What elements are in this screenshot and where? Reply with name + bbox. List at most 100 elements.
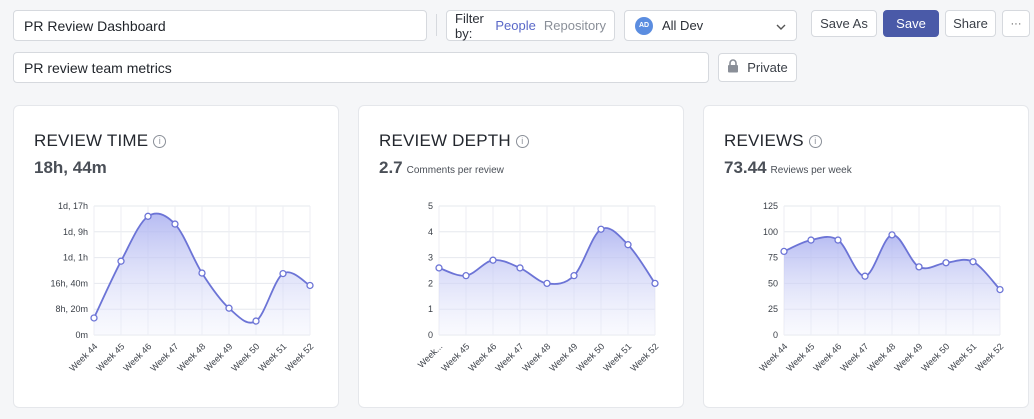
data-point [915, 263, 923, 271]
data-point [996, 285, 1004, 294]
data-point [516, 264, 524, 272]
save-button[interactable]: Save [883, 10, 939, 37]
review-depth-card: REVIEW DEPTH i 2.7 Comments per review 0 1 2… [358, 105, 684, 408]
x-tick-label: Week 49 [202, 341, 234, 373]
data-point [888, 231, 896, 239]
lock-icon [727, 59, 739, 76]
toolbar-divider [436, 14, 437, 36]
y-tick-label: 1d, 9h [63, 227, 88, 237]
save-as-button[interactable]: Save As [811, 10, 877, 37]
filter-by-control: Filter by: People Repository [446, 10, 615, 41]
team-select[interactable]: AD All Dev [624, 10, 797, 41]
data-point [651, 279, 659, 288]
card-title: REVIEW DEPTH [379, 131, 511, 150]
team-select-value: All Dev [662, 18, 704, 33]
x-tick-label: Week 47 [148, 341, 180, 373]
area-fill [784, 234, 1000, 335]
y-tick-label: 75 [768, 253, 778, 263]
data-point [834, 236, 842, 244]
y-tick-label: 125 [763, 201, 778, 211]
dashboard-description-value: PR review team metrics [24, 59, 172, 76]
filter-by-label: Filter by: [455, 10, 484, 41]
data-point [225, 304, 233, 312]
card-title: REVIEW TIME [34, 131, 149, 150]
data-point [462, 272, 470, 280]
x-tick-label: Week 51 [601, 341, 633, 373]
x-tick-label: Week 49 [892, 341, 924, 373]
x-tick-label: Week 52 [628, 341, 660, 373]
data-point [90, 314, 98, 322]
y-tick-label: 0 [773, 330, 778, 340]
x-tick-label: Week 46 [121, 341, 153, 373]
y-tick-label: 100 [763, 227, 778, 237]
x-tick-label: Week 51 [256, 341, 288, 373]
review-time-card: REVIEW TIME i 18h, 44m 0m 8h, 20m 16h, 40m 1… [13, 105, 339, 408]
y-tick-label: 1d, 17h [58, 201, 88, 211]
filter-option-people[interactable]: People [495, 18, 536, 33]
card-title-wrap: REVIEW TIME i [34, 131, 167, 151]
y-tick-label: 25 [768, 304, 778, 314]
x-tick-label: Week 45 [94, 341, 126, 373]
data-point [144, 212, 152, 220]
review-time-chart: 0m 8h, 20m 16h, 40m 1d, 1h 1d, 9h 1d, 17h Week… [50, 201, 315, 373]
data-point [942, 259, 950, 267]
x-tick-label: Week 48 [175, 341, 207, 373]
y-tick-label: 4 [428, 227, 433, 237]
card-title-wrap: REVIEWS i [724, 131, 822, 151]
y-tick-label: 1d, 1h [63, 253, 88, 263]
y-tick-label: 1 [428, 304, 433, 314]
info-icon[interactable]: i [808, 134, 822, 148]
y-tick-label: 0m [75, 330, 88, 340]
x-tick-label: Week 52 [283, 341, 315, 373]
data-point [171, 220, 179, 228]
filter-option-repository[interactable]: Repository [543, 18, 606, 33]
x-tick-label: Week 45 [784, 341, 816, 373]
card-title-wrap: REVIEW DEPTH i [379, 131, 529, 151]
y-tick-label: 16h, 40m [50, 278, 88, 288]
x-tick-label: Week 52 [973, 341, 1005, 373]
reviews-card: REVIEWS i 73.44 Reviews per week 0 25 50 75 10… [703, 105, 1029, 408]
card-metric: 2.7 [379, 158, 403, 177]
data-point [489, 256, 497, 264]
privacy-button[interactable]: Private [718, 53, 797, 82]
x-tick-label: Week 45 [439, 341, 471, 373]
chevron-down-icon [776, 18, 786, 33]
y-tick-label: 2 [428, 278, 433, 288]
card-title: REVIEWS [724, 131, 804, 150]
info-icon[interactable]: i [515, 134, 529, 148]
data-point [570, 272, 578, 280]
x-tick-label: Week 51 [946, 341, 978, 373]
data-point [780, 247, 788, 256]
card-metric: 18h, 44m [34, 158, 107, 177]
data-point [597, 225, 605, 233]
dashboard-title-input[interactable]: PR Review Dashboard [13, 10, 427, 41]
x-tick-label: Week 44 [67, 341, 99, 373]
y-tick-label: 3 [428, 253, 433, 263]
y-tick-label: 8h, 20m [55, 304, 88, 314]
x-tick-label: Week 46 [811, 341, 843, 373]
y-tick-label: 0 [428, 330, 433, 340]
data-point [252, 317, 260, 325]
data-point [624, 241, 632, 249]
data-point [969, 258, 977, 266]
team-avatar: AD [635, 16, 653, 35]
card-metric-wrap: 2.7 Comments per review [379, 158, 504, 178]
privacy-label: Private [747, 60, 788, 75]
info-icon[interactable]: i [153, 134, 167, 148]
data-point [117, 257, 125, 265]
data-point [279, 269, 287, 278]
data-point [435, 264, 443, 272]
data-point [807, 236, 815, 244]
share-button[interactable]: Share [945, 10, 996, 37]
data-point [861, 272, 869, 280]
y-tick-label: 5 [428, 201, 433, 211]
data-point [306, 281, 314, 290]
x-tick-label: Week 46 [466, 341, 498, 373]
x-tick-label: Week 50 [919, 341, 951, 373]
more-options-button[interactable]: ··· [1002, 10, 1030, 37]
dashboard-description-input[interactable]: PR review team metrics [13, 52, 709, 83]
data-point [543, 279, 551, 288]
card-metric-wrap: 73.44 Reviews per week [724, 158, 852, 178]
x-tick-label: Week 50 [229, 341, 261, 373]
